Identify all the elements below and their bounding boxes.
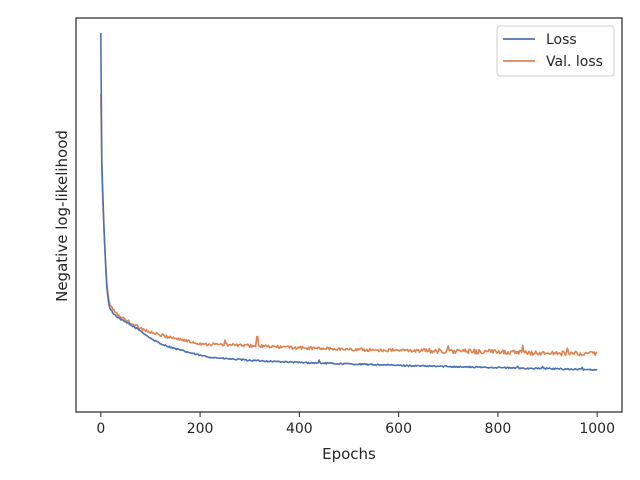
x-tick-label: 800: [485, 421, 512, 437]
x-tick-label: 200: [187, 421, 214, 437]
y-axis-label: Negative log-likelihood: [53, 130, 71, 302]
series-line-loss: [100, 32, 598, 372]
legend: Loss Val. loss: [496, 25, 615, 77]
series-layer: [100, 32, 598, 372]
series-line-val-loss: [100, 93, 598, 357]
legend-label-loss: Loss: [546, 32, 577, 48]
x-tick-label: 400: [286, 421, 313, 437]
x-tick-label: 0: [96, 421, 105, 437]
x-axis-ticks: 0 200 400 600 800 1000: [96, 412, 615, 437]
legend-label-val-loss: Val. loss: [546, 54, 603, 70]
x-tick-label: 600: [385, 421, 412, 437]
x-tick-label: 1000: [579, 421, 615, 437]
x-axis-label: Epochs: [322, 445, 376, 463]
